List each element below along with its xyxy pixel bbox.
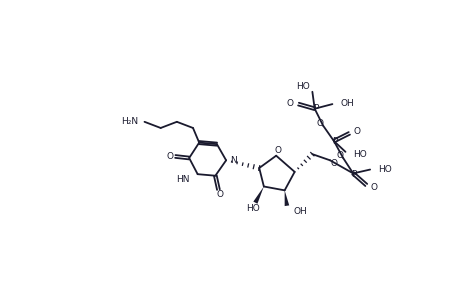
- Polygon shape: [285, 190, 289, 206]
- Text: HN: HN: [176, 175, 190, 184]
- Text: N: N: [230, 156, 237, 165]
- Text: P: P: [332, 137, 337, 146]
- Text: O: O: [217, 191, 223, 200]
- Text: P: P: [313, 104, 318, 113]
- Text: H₂N: H₂N: [121, 117, 138, 126]
- Text: O: O: [337, 151, 344, 160]
- Text: O: O: [370, 183, 377, 192]
- Text: HO: HO: [353, 150, 367, 159]
- Text: P: P: [351, 170, 356, 179]
- Text: O: O: [317, 119, 324, 128]
- Text: HO: HO: [296, 82, 310, 91]
- Text: HO: HO: [246, 204, 260, 213]
- Polygon shape: [253, 186, 264, 204]
- Text: OH: OH: [293, 207, 307, 216]
- Text: O: O: [330, 159, 337, 168]
- Text: OH: OH: [340, 99, 354, 108]
- Text: O: O: [353, 127, 360, 136]
- Text: O: O: [287, 99, 294, 108]
- Text: HO: HO: [378, 165, 392, 174]
- Text: O: O: [166, 152, 173, 161]
- Text: O: O: [274, 146, 281, 155]
